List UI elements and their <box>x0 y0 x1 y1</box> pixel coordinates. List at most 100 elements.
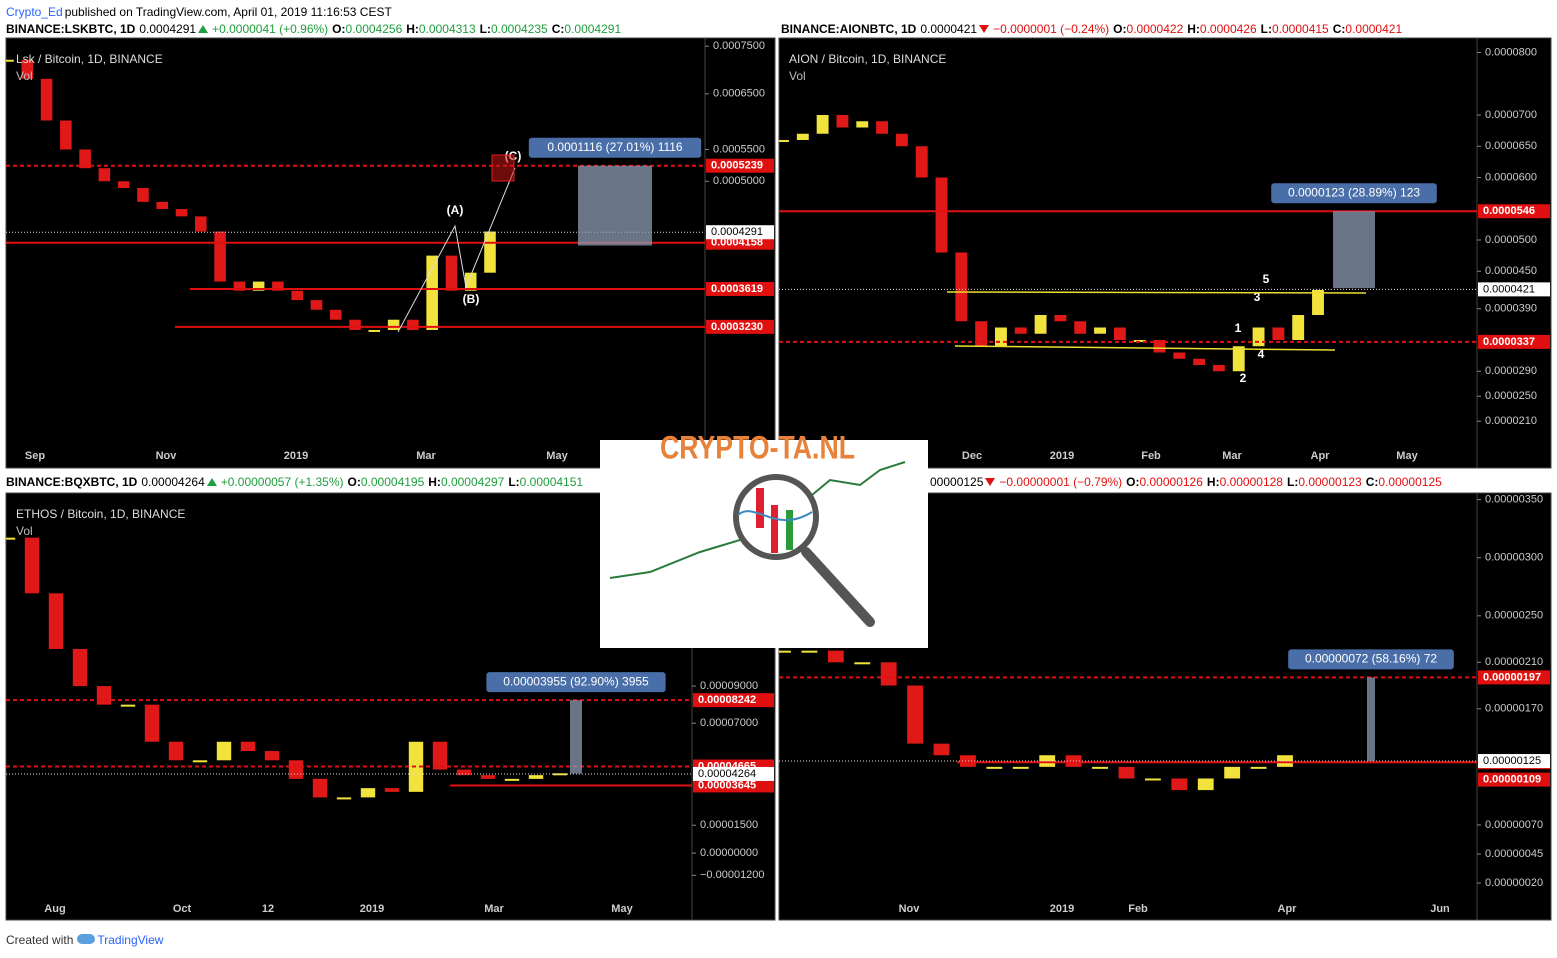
y-tick-label: 0.0000800 <box>1485 46 1537 58</box>
candle <box>349 319 361 330</box>
candle <box>175 209 188 217</box>
x-tick-label: 2019 <box>360 903 384 915</box>
ohlc-key: O: <box>1126 475 1140 489</box>
candle <box>1193 358 1206 365</box>
level-label-bg <box>706 281 774 296</box>
ohlc-value: 0.0004291 <box>564 22 622 36</box>
candle <box>312 778 328 798</box>
ohlc-value: 0.00000123 <box>1298 475 1362 489</box>
logo-candle <box>756 488 764 528</box>
panel-background <box>5 37 776 469</box>
level-label-bg <box>1478 334 1550 349</box>
measure-label-bg <box>528 137 702 158</box>
candle <box>168 741 184 761</box>
symbol-legend: BINANCE:AIONBTC, 1D 0.0000421 −0.0000001 (… <box>781 21 1406 37</box>
chart-title: AION / Bitcoin, 1D, BINANCE <box>789 52 946 66</box>
x-tick-label: Aug <box>44 903 65 915</box>
level-label: 0.00008242 <box>698 694 756 706</box>
candle <box>24 537 40 594</box>
volume-label: Vol <box>16 69 33 83</box>
measure-box <box>1333 211 1375 289</box>
x-tick-label: 2019 <box>284 450 308 462</box>
x-tick-label: Apr <box>1311 450 1331 462</box>
level-label: 0.00000197 <box>1483 671 1541 683</box>
wave-label: 5 <box>1263 272 1270 286</box>
x-tick-label: Mar <box>484 903 504 915</box>
measure-label-bg <box>486 672 666 693</box>
candle <box>960 755 976 767</box>
candle <box>426 255 438 330</box>
x-tick-label: 2019 <box>1050 450 1074 462</box>
candle <box>1252 327 1265 347</box>
symbol: BINANCE:LSKBTC, 1D <box>6 22 136 36</box>
candle <box>336 797 352 800</box>
last-value: 0.0000421 <box>920 22 978 36</box>
wave-label: 4 <box>1258 347 1265 361</box>
candle <box>801 650 818 653</box>
symbol: BINANCE:BQXBTC, 1D <box>6 475 138 489</box>
level-label: 0.0003230 <box>711 321 763 333</box>
change-arrow <box>985 478 996 486</box>
y-tick-label: 0.00000210 <box>1485 656 1543 668</box>
x-tick-label: Nov <box>156 450 178 462</box>
ohlc-value: 0.00004195 <box>360 475 425 489</box>
y-tick-label: 0.00001500 <box>700 819 758 831</box>
x-tick-label: 2019 <box>1050 903 1074 915</box>
change-value: −0.00000001 (−0.79%) <box>999 475 1123 489</box>
candle <box>387 319 400 330</box>
y-tick-label: 0.00007000 <box>700 717 758 729</box>
candle <box>1074 321 1087 334</box>
candle <box>233 281 246 291</box>
symbol-legend: 00000125 −0.00000001 (−0.79%) O:0.00000126… <box>930 474 1446 490</box>
candle <box>816 115 829 134</box>
candle <box>1094 327 1106 334</box>
change-arrow <box>206 478 217 486</box>
candle <box>264 751 280 761</box>
candle <box>445 255 458 291</box>
candle <box>329 309 342 320</box>
candle <box>1224 766 1241 779</box>
candle <box>117 181 130 188</box>
logo-candle <box>771 505 778 553</box>
change-value: −0.0000001 (−0.24%) <box>993 22 1110 36</box>
ohlc-key: O: <box>1113 22 1127 36</box>
candle <box>484 231 496 273</box>
panel-background <box>778 37 1552 469</box>
symbol: BINANCE:AIONBTC, 1D <box>781 22 917 36</box>
y-tick-label: 0.00009000 <box>700 680 758 692</box>
x-tick-label: May <box>1396 450 1418 462</box>
x-tick-label: 12 <box>262 903 274 915</box>
candle <box>796 133 809 140</box>
y-tick-label: 0.0000250 <box>1485 390 1537 402</box>
candle <box>1312 290 1324 315</box>
y-tick-label: 0.0000390 <box>1485 303 1537 315</box>
ohlc-key: H: <box>428 475 441 489</box>
ohlc-value: 0.0004313 <box>418 22 476 36</box>
y-tick-label: 0.00000045 <box>1485 848 1543 860</box>
candle <box>1212 365 1225 372</box>
candle <box>854 662 871 665</box>
ohlc-value: 0.00004297 <box>440 475 505 489</box>
brand[interactable]: TradingView <box>97 933 164 947</box>
symbol-legend: BINANCE:BQXBTC, 1D 0.00004264 +0.00000057 … <box>6 474 587 490</box>
ohlc-key: H: <box>1187 22 1200 36</box>
candle <box>935 177 948 253</box>
author[interactable]: Crypto_Ed <box>6 5 63 19</box>
y-tick-label: 0.00000020 <box>1485 877 1543 889</box>
candle <box>1232 346 1245 372</box>
candle <box>1118 766 1135 779</box>
candle <box>975 321 988 347</box>
candle <box>995 327 1007 347</box>
chart-title: Lsk / Bitcoin, 1D, BINANCE <box>16 52 163 66</box>
measure-label: 0.0001116 (27.01%) 1116 <box>547 140 683 154</box>
x-tick-label: Apr <box>1278 903 1298 915</box>
candle <box>907 685 924 744</box>
level-label: 0.0004158 <box>711 237 763 249</box>
candle <box>827 650 844 663</box>
candle <box>464 272 477 291</box>
candle <box>779 650 791 653</box>
level-label: 0.0003619 <box>711 283 763 295</box>
measure-box <box>570 700 582 774</box>
level-label: 0.0005239 <box>711 160 763 172</box>
ohlc-key: O: <box>347 475 361 489</box>
